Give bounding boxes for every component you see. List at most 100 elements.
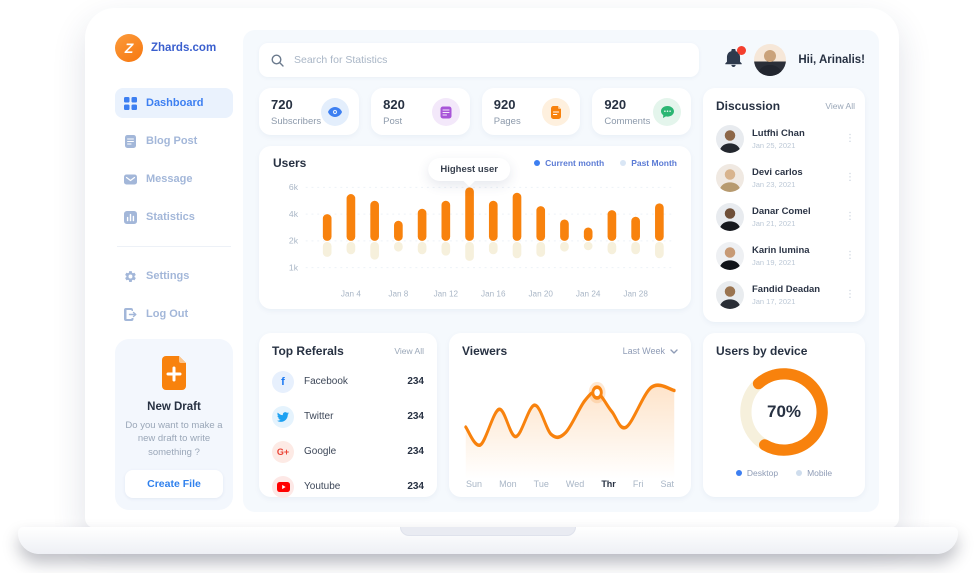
user-greeting: Hii, Arinalis! <box>798 54 865 66</box>
device-donut-chart[interactable] <box>732 360 836 464</box>
avatar <box>716 241 744 270</box>
sidebar-item-dashboard[interactable]: Dashboard <box>115 88 233 118</box>
viewers-line-chart[interactable] <box>462 360 678 479</box>
new-draft-file-icon <box>162 355 186 390</box>
referral-name: Facebook <box>304 376 348 387</box>
top-referrals-card: Top Referals View All f Facebook 234 <box>259 333 437 498</box>
laptop-screen: Z Zhards.com Dashboard Blog Post Message <box>85 8 899 528</box>
referral-row-google[interactable]: G+ Google 234 <box>272 434 424 469</box>
sidebar-item-log-out[interactable]: Log Out <box>115 299 233 329</box>
kebab-menu-icon[interactable]: ⋮ <box>845 249 855 261</box>
users-chart-title: Users <box>273 156 307 170</box>
search-icon <box>271 53 284 67</box>
member-date: Jan 21, 2021 <box>752 218 796 228</box>
viewers-day-labels: Sun Mon Tue Wed Thr Fri Sat <box>462 479 678 489</box>
users-chart-card: Users Current month Past Month Highest u… <box>259 146 691 309</box>
referrals-title: Top Referals <box>272 344 344 358</box>
referral-value: 234 <box>407 446 424 457</box>
svg-text:1k: 1k <box>289 263 299 273</box>
member-date: Jan 17, 2021 <box>752 296 796 306</box>
search-input[interactable] <box>294 54 687 66</box>
member-name: Danar Comel <box>752 205 811 217</box>
stat-label: Subscribers <box>271 116 322 127</box>
user-avatar[interactable] <box>754 44 787 76</box>
create-file-button[interactable]: Create File <box>125 470 223 498</box>
comments-icon <box>660 106 674 118</box>
dashboard-icon <box>124 96 137 110</box>
sidebar-item-message[interactable]: Message <box>115 164 233 194</box>
notifications-button[interactable] <box>725 45 747 72</box>
legend-label: Past Month <box>631 158 677 168</box>
stat-card-pages[interactable]: 920 Pages <box>481 88 581 135</box>
stat-value: 920 <box>493 97 516 112</box>
day-label: Wed <box>565 479 585 489</box>
day-label: Tue <box>533 479 549 489</box>
avatar <box>716 124 744 153</box>
member-name: Karin lumina <box>752 244 810 256</box>
stat-card-post[interactable]: 820 Post <box>371 88 470 135</box>
kebab-menu-icon[interactable]: ⋮ <box>845 171 855 183</box>
desktop-dot-icon <box>735 470 742 476</box>
twitter-icon <box>272 405 294 428</box>
search-bar[interactable] <box>259 43 699 77</box>
svg-text:Jan 12: Jan 12 <box>434 289 459 298</box>
day-label: Sat <box>660 479 674 489</box>
svg-text:Jan 28: Jan 28 <box>623 289 648 298</box>
discussion-row[interactable]: Fandid Deadan Jan 17, 2021 ⋮ <box>716 275 855 314</box>
referral-row-youtube[interactable]: Youtube 234 <box>272 469 424 504</box>
referral-value: 234 <box>407 411 424 422</box>
avatar <box>716 163 744 192</box>
avatar <box>716 280 744 309</box>
laptop-notch <box>400 527 576 536</box>
day-label: Fri <box>632 479 644 489</box>
viewers-title: Viewers <box>462 344 508 358</box>
referral-value: 234 <box>407 376 424 387</box>
kebab-menu-icon[interactable]: ⋮ <box>845 210 855 222</box>
svg-text:Jan 20: Jan 20 <box>528 289 553 298</box>
kebab-menu-icon[interactable]: ⋮ <box>845 288 855 300</box>
sidebar-item-settings[interactable]: Settings <box>115 261 233 291</box>
avatar-person-icon <box>719 285 741 309</box>
sidebar: Z Zhards.com Dashboard Blog Post Message <box>105 30 243 512</box>
referral-value: 234 <box>407 481 424 492</box>
device-title: Users by device <box>716 344 808 358</box>
users-bar-chart[interactable]: 6k 4k 2k 1k Jan 4 Jan 8 Jan 12 Jan 16 Jan 20 Jan … <box>273 174 677 302</box>
member-name: Lutfhi Chan <box>752 127 805 139</box>
svg-text:Jan 24: Jan 24 <box>576 289 601 298</box>
referral-name: Youtube <box>304 481 341 492</box>
users-by-device-card: Users by device 70% Desktop Mobile <box>703 333 865 497</box>
device-percent-label: 70% <box>766 402 802 421</box>
referral-row-twitter[interactable]: Twitter 234 <box>272 399 424 434</box>
discussion-view-all-link[interactable]: View All <box>825 101 855 111</box>
brand: Z Zhards.com <box>115 34 233 62</box>
avatar-person-icon <box>719 246 741 270</box>
referral-row-facebook[interactable]: f Facebook 234 <box>272 364 424 399</box>
last-week-dropdown[interactable]: Last Week <box>623 346 678 356</box>
referral-name: Twitter <box>304 411 334 422</box>
stat-card-subscribers[interactable]: 720 Subscribers <box>259 88 360 135</box>
day-label: Mon <box>499 479 517 489</box>
svg-text:Jan 4: Jan 4 <box>341 289 361 298</box>
current-month-dot-icon <box>534 160 541 166</box>
sidebar-item-blog-post[interactable]: Blog Post <box>115 126 233 156</box>
stat-card-comments[interactable]: 920 Comments <box>592 88 691 135</box>
discussion-row[interactable]: Lutfhi Chan Jan 25, 2021 ⋮ <box>716 119 855 158</box>
sidebar-item-label: Dashboard <box>146 97 204 109</box>
stat-label: Pages <box>493 116 521 127</box>
discussion-row[interactable]: Devi carlos Jan 23, 2021 ⋮ <box>716 158 855 197</box>
past-month-dot-icon <box>620 160 627 166</box>
stat-label: Comments <box>604 116 651 127</box>
pages-icon <box>551 105 562 119</box>
new-draft-title: New Draft <box>147 400 201 413</box>
member-name: Devi carlos <box>752 166 803 178</box>
notification-badge <box>737 45 747 55</box>
sidebar-item-statistics[interactable]: Statistics <box>115 202 233 232</box>
discussion-row[interactable]: Karin lumina Jan 19, 2021 ⋮ <box>716 236 855 275</box>
stats-row: 720 Subscribers 820 Post <box>259 88 691 135</box>
kebab-menu-icon[interactable]: ⋮ <box>845 132 855 144</box>
discussion-row[interactable]: Danar Comel Jan 21, 2021 ⋮ <box>716 197 855 236</box>
brand-name: Zhards.com <box>151 42 217 54</box>
log-out-icon <box>124 307 137 321</box>
referrals-view-all-link[interactable]: View All <box>394 346 424 356</box>
